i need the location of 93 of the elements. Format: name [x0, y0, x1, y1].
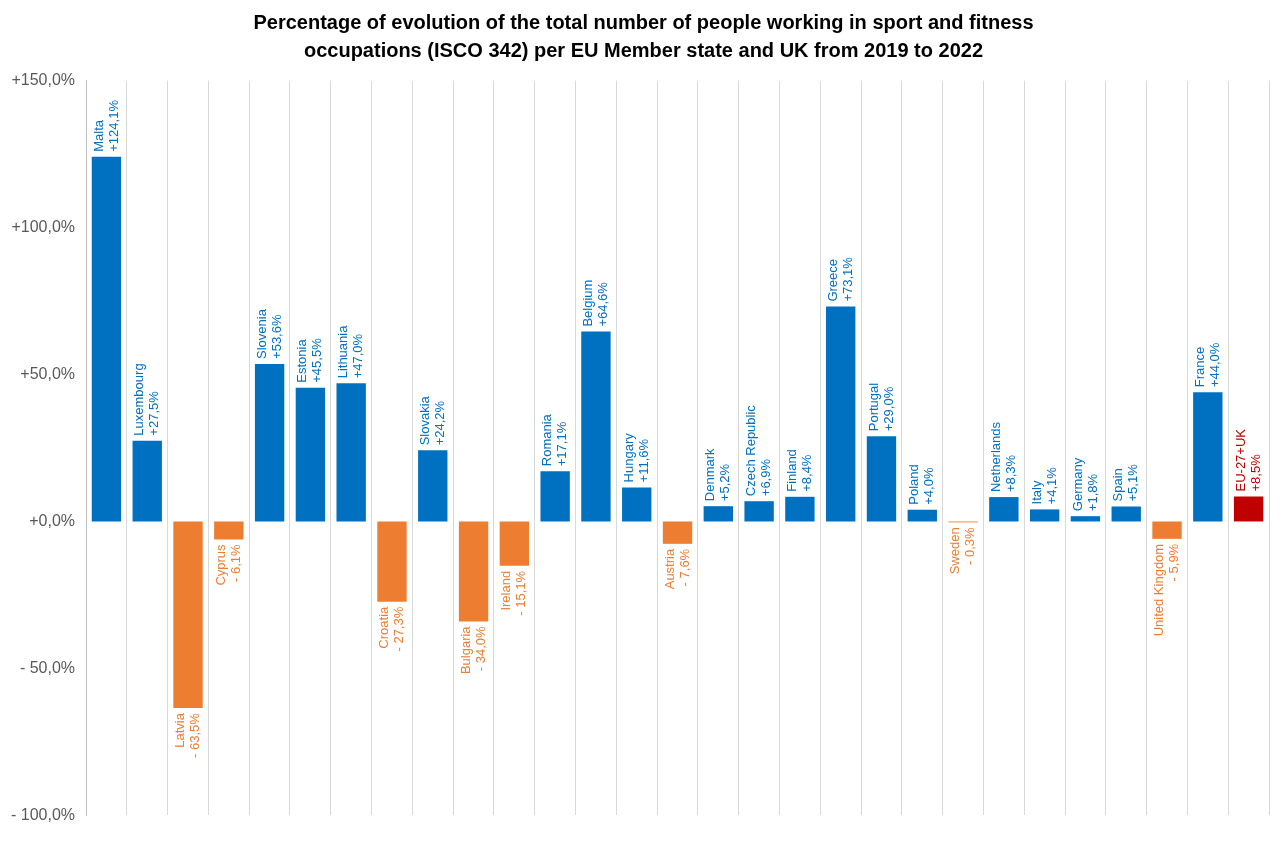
- x-tick-label: Romania: [539, 413, 555, 467]
- bar: [1029, 509, 1060, 522]
- data-label: +53,6%: [268, 314, 284, 359]
- x-tick-label: Czech Republic: [743, 404, 759, 497]
- x-tick-label: Finland: [783, 449, 799, 492]
- y-tick-label: +100,0%: [11, 217, 76, 235]
- x-tick-label: Germany: [1069, 457, 1085, 512]
- x-tick-label: Netherlands: [987, 421, 1003, 493]
- y-tick-label: - 50,0%: [19, 658, 76, 676]
- x-tick-label: Lithuania: [335, 324, 351, 379]
- data-label: +17,1%: [554, 421, 570, 467]
- bar: [1233, 496, 1264, 522]
- x-tick-label: EU-27+UK: [1232, 428, 1248, 492]
- data-label: +5,1%: [1125, 463, 1141, 502]
- data-label: +4,0%: [921, 467, 937, 505]
- x-tick-label: Latvia: [172, 712, 188, 748]
- x-tick-label: Sweden: [947, 527, 963, 575]
- data-label: +29,0%: [880, 386, 896, 432]
- data-label: +45,5%: [309, 337, 325, 383]
- y-tick-label: +50,0%: [20, 364, 76, 382]
- data-label: - 5,9%: [1166, 543, 1182, 582]
- data-label: +124,1%: [105, 99, 121, 152]
- x-tick-label: Spain: [1110, 468, 1126, 502]
- bar: [214, 521, 244, 540]
- bar: [581, 331, 611, 522]
- data-label: +8,5%: [1247, 453, 1263, 492]
- bar: [336, 383, 366, 522]
- x-tick-label: United Kingdom: [1151, 543, 1167, 637]
- x-tick-label: Malta: [90, 119, 106, 152]
- x-tick-label: Belgium: [580, 279, 596, 327]
- bar: [91, 156, 122, 522]
- chart-title: Percentage of evolution of the total number of people working in sport and fitness occupations (ISCO 342) per EU Member state and UK from 2019 to 2022: [252, 10, 1035, 63]
- data-label: - 0,3%: [962, 526, 978, 565]
- data-label: +73,1%: [839, 256, 855, 302]
- x-tick-label: Greece: [824, 258, 840, 302]
- data-label: - 63,5%: [187, 712, 203, 758]
- bar: [458, 521, 489, 622]
- data-label: +8,4%: [798, 454, 814, 492]
- data-label: - 15,1%: [513, 570, 529, 616]
- bar: [418, 450, 448, 522]
- data-label: +24,2%: [431, 400, 447, 446]
- bar: [1193, 392, 1223, 522]
- bar: [254, 363, 285, 522]
- bar: [866, 436, 897, 522]
- bar: [377, 521, 407, 602]
- data-label: +4,1%: [1043, 466, 1059, 505]
- x-tick-label: Croatia: [376, 605, 392, 649]
- data-label: +27,5%: [146, 390, 162, 436]
- data-label: +44,0%: [1206, 342, 1222, 388]
- bar: [703, 506, 733, 522]
- bar: [173, 521, 203, 709]
- y-tick-label: - 100,0%: [10, 805, 76, 823]
- x-tick-label: Slovenia: [253, 308, 269, 359]
- data-label: - 6,1%: [227, 543, 243, 582]
- data-label: - 34,0%: [472, 625, 488, 672]
- bar: [989, 497, 1019, 522]
- bar: [744, 501, 774, 522]
- data-label: +64,6%: [595, 281, 611, 327]
- bar: [295, 387, 326, 522]
- x-tick-label: Poland: [906, 464, 922, 505]
- bar: [826, 306, 856, 522]
- x-tick-label: Luxembourg: [131, 363, 147, 436]
- data-label: +11,6%: [635, 438, 651, 483]
- bar: [785, 496, 815, 522]
- x-tick-label: Slovakia: [416, 395, 432, 446]
- data-label: +1,8%: [1084, 473, 1100, 512]
- bar: [132, 440, 162, 522]
- x-tick-label: France: [1191, 346, 1207, 388]
- x-tick-label: Italy: [1028, 480, 1044, 505]
- x-tick-label: Denmark: [702, 447, 718, 502]
- x-tick-label: Bulgaria: [457, 625, 473, 675]
- data-label: +8,3%: [1002, 454, 1018, 493]
- data-label: - 7,6%: [676, 548, 692, 587]
- data-label: +47,0%: [350, 333, 366, 379]
- x-tick-label: Austria: [661, 548, 677, 590]
- bar: [662, 521, 693, 544]
- data-label: - 27,3%: [391, 606, 407, 652]
- bar: [622, 487, 652, 522]
- data-label: +5,2%: [717, 463, 733, 502]
- bar: [540, 471, 570, 522]
- y-tick-label: +150,0%: [11, 71, 76, 89]
- bar: [1152, 521, 1182, 539]
- x-tick-label: Portugal: [865, 382, 881, 432]
- bar: [907, 509, 937, 522]
- x-tick-label: Hungary: [620, 432, 636, 483]
- x-tick-label: Cyprus: [212, 543, 228, 586]
- data-label: +6,9%: [758, 458, 774, 497]
- x-tick-label: Estonia: [294, 338, 310, 383]
- bar: [1070, 516, 1101, 522]
- y-tick-label: +0,0%: [29, 511, 76, 529]
- bar: [1111, 506, 1141, 522]
- bar: [499, 521, 530, 566]
- x-tick-label: Ireland: [498, 570, 514, 611]
